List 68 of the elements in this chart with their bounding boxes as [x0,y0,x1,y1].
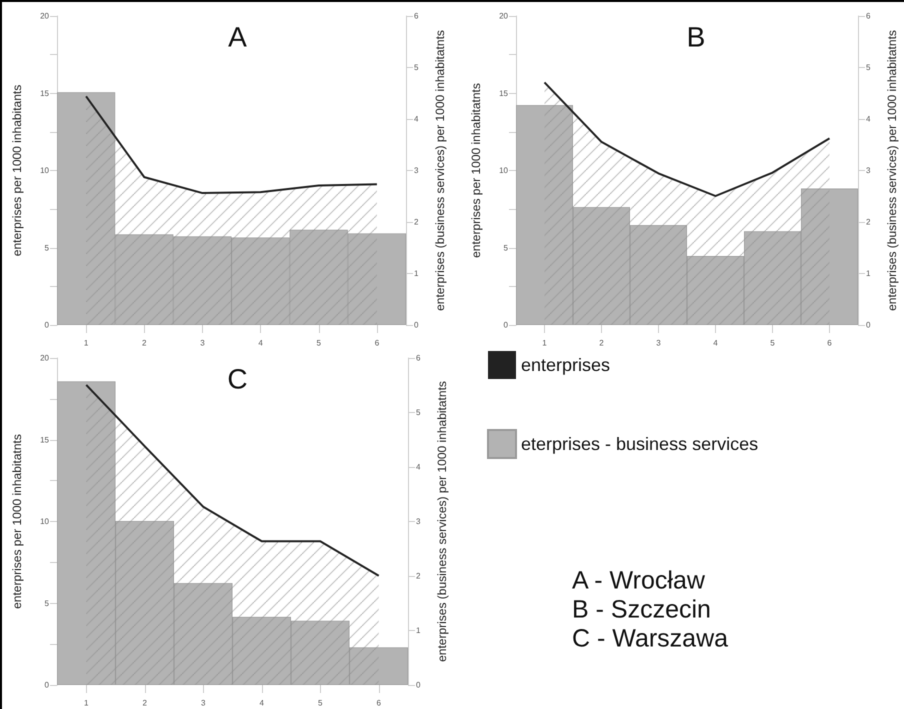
x-tick-label: 6 [376,698,382,708]
y2-tick-label: 3 [866,166,871,175]
y2-axis-title: enterprises (business services) per 1000 inhabitatnts [435,381,449,662]
y-tick-label: 0 [44,320,50,330]
y-tick-label: 15 [40,88,50,98]
legend-label: enterprises [521,355,610,375]
y2-tick-label: 3 [414,166,419,175]
y-tick-label: 15 [40,435,50,444]
y2-tick-label: 0 [414,320,419,330]
x-tick-label: 4 [260,698,265,708]
y-tick-label: 15 [499,88,509,98]
x-tick-label: 5 [770,338,776,348]
x-tick-label: 5 [318,698,324,708]
x-tick-label: 2 [142,698,148,708]
y-tick-label: 0 [44,680,50,690]
y2-tick-label: 5 [866,63,871,72]
y2-tick-label: 6 [866,12,871,20]
y2-tick-label: 4 [866,114,871,124]
y2-tick-label: 5 [414,63,419,72]
y2-tick-label: 1 [414,269,419,278]
x-tick-label: 3 [200,338,206,348]
x-tick-label: 3 [201,698,206,708]
y2-tick-label: 6 [414,12,419,20]
y-axis-title: enterprises per 1000 inhabitants [10,84,24,256]
x-tick-label: 4 [713,338,718,348]
y2-tick-label: 3 [416,517,421,526]
y2-tick-label: 4 [416,462,421,472]
x-tick-label: 1 [542,338,548,348]
x-tick-label: 6 [374,338,380,348]
text: B - Szczecin [572,596,711,624]
y2-axis-title: enterprises (business services) per 1000 inhabitatnts [885,30,899,311]
y-axis-title: enterprises per 1000 inhabitatnts [469,83,483,258]
y-tick-label: 5 [44,243,50,252]
text: A - Wrocław [572,566,706,594]
text: C - Warszawa [572,624,728,652]
y2-tick-label: 0 [416,680,421,690]
y-tick-label: 10 [40,166,50,175]
y2-tick-label: 1 [866,269,871,278]
y-tick-label: 10 [40,517,50,526]
x-tick-label: 1 [84,698,90,708]
y2-tick-label: 5 [416,408,421,417]
y2-tick-label: 4 [414,114,419,124]
chart-title: C [227,364,248,394]
y2-tick-label: 1 [416,626,421,635]
y-tick-label: 20 [499,12,509,20]
x-tick-label: 4 [258,338,264,348]
y2-axis-title: enterprises (business services) per 1000 inhabitatnts [433,30,447,311]
y2-tick-label: 2 [866,218,871,226]
y-tick-label: 20 [40,354,50,362]
y2-tick-label: 0 [866,320,871,330]
y2-tick-label: 6 [416,354,421,362]
y2-tick-label: 2 [416,572,421,580]
y-tick-label: 5 [504,243,509,252]
y-tick-label: 5 [44,598,50,608]
y-axis-title: enterprises per 1000 inhabitatnts [10,434,24,609]
chart-title: A [228,22,248,52]
chart-title: B [686,22,706,52]
y-tick-label: 0 [504,320,509,330]
y-tick-label: 10 [499,166,509,175]
y-tick-label: 20 [40,12,50,20]
x-tick-label: 2 [599,338,604,348]
x-tick-label: 3 [656,338,662,348]
x-tick-label: 2 [142,338,148,348]
x-tick-label: 1 [84,338,89,348]
y2-tick-label: 2 [414,218,419,226]
x-tick-label: 5 [316,338,322,348]
legend-label: eterprises - business services [521,434,758,454]
x-tick-label: 6 [827,338,832,348]
